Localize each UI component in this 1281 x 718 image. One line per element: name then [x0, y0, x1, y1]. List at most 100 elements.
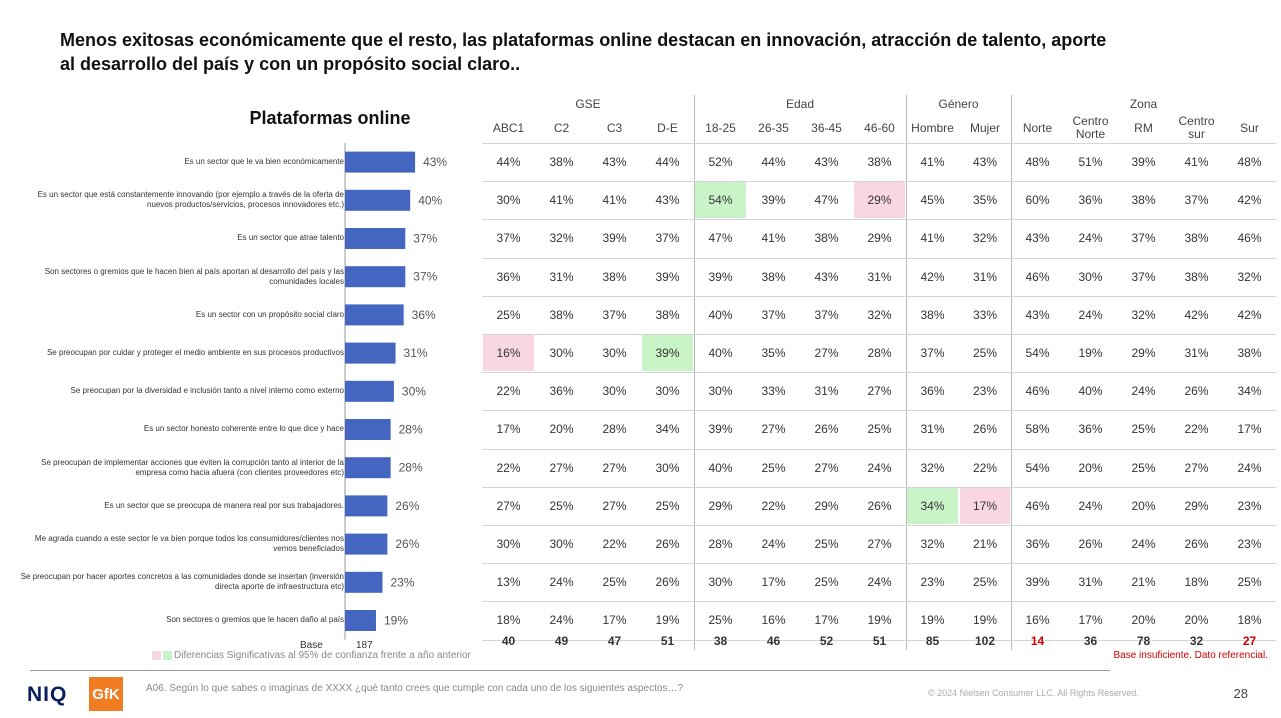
table-cell: 18% [1184, 575, 1209, 590]
table-cell: 43% [655, 193, 680, 208]
table-cell: 26% [655, 575, 680, 590]
table-cell: 24% [761, 537, 786, 552]
table-cell: 27% [602, 498, 627, 513]
table-cell: 37% [920, 346, 945, 361]
table-base-cell: 47 [607, 634, 622, 648]
category-label: Es un sector que atrae talento [237, 233, 344, 243]
table-cell: 32% [549, 231, 574, 246]
gfk-logo: GfK [89, 677, 123, 711]
table-cell: 39% [1025, 575, 1050, 590]
table-cell: 37% [814, 307, 839, 322]
table-cell: 23% [1237, 537, 1262, 552]
table-cell: 33% [972, 307, 998, 322]
table-cell: 44% [655, 155, 680, 170]
table-cell: 25% [602, 575, 627, 590]
table-cell: 27% [867, 384, 892, 399]
table-cell: 46% [1025, 498, 1050, 513]
table-cell: 30% [708, 575, 733, 590]
table-cell: 38% [549, 155, 574, 170]
table-cell: 43% [814, 155, 839, 170]
table-column-header: Centro sur [1178, 114, 1215, 141]
table-cell: 19% [920, 613, 945, 628]
table-group-header: Edad [785, 97, 815, 111]
table-cell: 34% [655, 422, 680, 437]
table-cell: 45% [920, 193, 945, 208]
table-cell: 22% [761, 498, 786, 513]
table-cell: 52% [708, 155, 733, 170]
table-row-rule [482, 334, 1276, 335]
table-cell: 38% [602, 269, 627, 284]
table-base-cell: 38 [713, 634, 728, 648]
table-cell: 25% [814, 575, 839, 590]
table-cell: 20% [1131, 613, 1156, 628]
table-cell: 22% [496, 460, 521, 475]
category-label: Se preocupan por la diversidad e inclusi… [70, 386, 345, 396]
table-cell: 42% [1184, 307, 1209, 322]
chart-title: Plataformas online [249, 108, 411, 128]
table-cell: 36% [920, 384, 945, 399]
table-cell: 39% [708, 422, 733, 437]
table-cell: 30% [549, 537, 574, 552]
table-row-rule [482, 372, 1276, 374]
table-cell: 25% [867, 422, 892, 437]
table-cell: 54% [1025, 346, 1050, 361]
category-label: Es un sector que está constantemente inn… [37, 190, 344, 210]
table-cell: 17% [761, 575, 786, 590]
category-label: Se preocupan por hacer aportes concretos… [20, 572, 344, 592]
table-cell: 24% [549, 575, 574, 590]
table-cell: 30% [496, 193, 521, 208]
table-cell: 25% [972, 346, 998, 361]
bar-base-value: 187 [356, 640, 373, 651]
legend-pink-swatch [152, 651, 161, 660]
table-base-cell: 14 [1030, 634, 1045, 648]
insufficient-base-note: Base insuficiente. Dato referencial. [1113, 650, 1268, 661]
table-cell: 17% [1237, 422, 1262, 437]
table-cell: 37% [602, 307, 627, 322]
table-cell: 25% [1131, 460, 1156, 475]
category-label: Es un sector que se preocupa de manera r… [104, 500, 344, 510]
bar-chart: 43% 40% 37% 37% 36% 31% 30% 28% 28% 26% 26% 23% 19% [344, 143, 447, 640]
table-cell: 38% [1237, 346, 1262, 361]
table-cell: 43% [1025, 307, 1050, 322]
table-base-cell: 78 [1136, 634, 1151, 648]
table-cell: 16% [483, 335, 534, 372]
table-cell: 29% [867, 231, 892, 246]
table-cell: 24% [1078, 498, 1103, 513]
table-cell: 19% [867, 613, 892, 628]
table-cell: 42% [920, 269, 945, 284]
table-cell: 60% [1025, 193, 1050, 208]
table-cell: 16% [1025, 613, 1050, 628]
table-cell: 41% [549, 193, 574, 208]
table-cell: 24% [549, 613, 574, 628]
table-cell: 43% [602, 155, 627, 170]
table-column-header: 18-25 [705, 120, 736, 135]
table-group-header: Zona [1129, 97, 1158, 111]
table-cell: 30% [602, 346, 627, 361]
table-cell: 24% [1078, 307, 1103, 322]
table-cell: 34% [1237, 384, 1262, 399]
table-column-header: C3 [606, 120, 623, 135]
table-cell: 29% [708, 498, 733, 513]
table-cell: 38% [1131, 193, 1156, 208]
table-cell: 30% [496, 537, 521, 552]
table-cell: 29% [854, 182, 905, 219]
table-cell: 38% [867, 155, 892, 170]
table-cell: 36% [496, 269, 521, 284]
table-cell: 26% [1078, 537, 1103, 552]
table-cell: 39% [602, 231, 627, 246]
table-row-rule [482, 181, 1276, 183]
table-base-cell: 102 [974, 634, 996, 648]
table-cell: 41% [602, 193, 627, 208]
bar-value-label: 37% [413, 232, 437, 246]
table-cell: 43% [814, 269, 839, 284]
table-cell: 41% [1184, 155, 1209, 170]
table-cell: 25% [496, 307, 521, 322]
category-label: Son sectores o gremios que le hacen daño… [166, 615, 344, 625]
significance-legend: Diferencias Significativas al 95% de con… [152, 650, 471, 661]
table-cell: 40% [708, 460, 733, 475]
table-cell: 26% [655, 537, 680, 552]
table-column-header: Centro Norte [1072, 114, 1109, 141]
table-cell: 36% [1078, 193, 1103, 208]
table-cell: 27% [814, 346, 839, 361]
table-cell: 38% [655, 307, 680, 322]
